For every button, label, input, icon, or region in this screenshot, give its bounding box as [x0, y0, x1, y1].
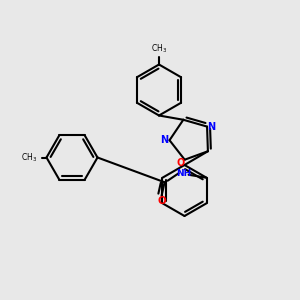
Text: NH: NH [176, 169, 192, 178]
Text: O: O [157, 196, 166, 206]
Text: O: O [177, 158, 185, 168]
Text: N: N [208, 122, 216, 132]
Text: N: N [160, 135, 168, 145]
Text: CH$_3$: CH$_3$ [21, 151, 38, 164]
Text: CH$_3$: CH$_3$ [151, 42, 167, 55]
